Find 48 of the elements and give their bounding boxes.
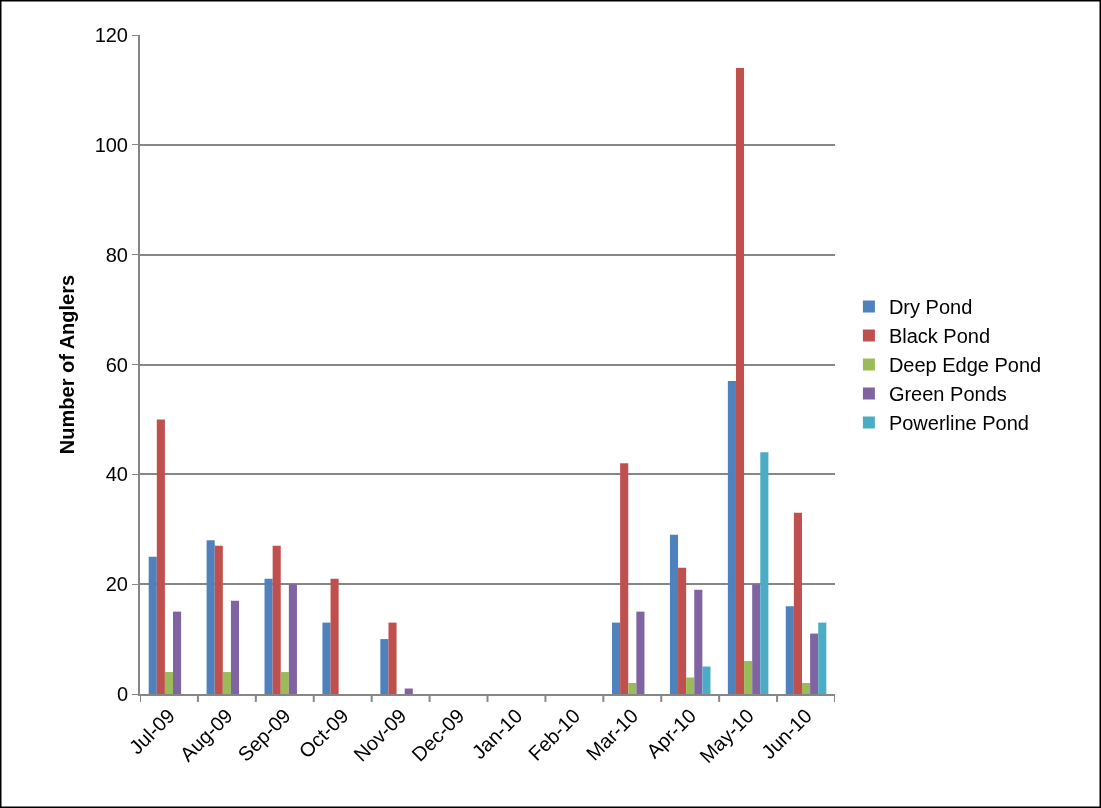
legend-label: Black Pond [888,325,991,348]
bar [793,512,802,694]
bar [173,611,182,694]
y-tick-label: 80 [105,243,128,266]
bar [801,683,811,694]
bar [288,584,297,694]
bar [702,666,711,694]
bar [620,463,629,694]
y-tick-label: 40 [105,463,128,486]
bar [686,677,695,694]
bar [148,556,157,694]
bar [636,611,645,694]
bar [156,419,165,694]
bar [669,534,679,694]
bar [727,380,736,694]
bar [744,661,753,694]
y-tick-label: 60 [105,353,128,376]
bar [694,589,703,694]
bar [612,622,621,694]
bar [818,622,827,694]
bar [810,633,819,694]
y-tick-label: 100 [94,133,128,156]
y-axis-title: Number of Anglers [55,274,78,455]
bar [230,600,240,694]
bar [330,578,339,694]
bar [760,452,769,694]
bar [752,584,761,694]
bar [272,545,281,694]
bar [322,622,331,694]
legend-label: Green Ponds [888,383,1007,406]
bar [735,67,745,694]
y-tick-label: 0 [116,683,128,705]
bar [388,622,397,694]
legend-label: Deep Edge Pond [888,354,1042,377]
legend-label: Dry Pond [888,296,973,319]
bar [206,540,215,694]
legend-label: Powerline Pond [888,412,1029,435]
bar [214,545,223,694]
bar [785,606,794,694]
bar [264,578,273,694]
y-tick-label: 20 [105,573,128,596]
bar [628,683,637,694]
bar [280,672,289,694]
bar [678,567,687,694]
y-tick-label: 120 [94,24,128,46]
bar [380,639,389,694]
bar [164,672,174,694]
bar [222,672,231,694]
